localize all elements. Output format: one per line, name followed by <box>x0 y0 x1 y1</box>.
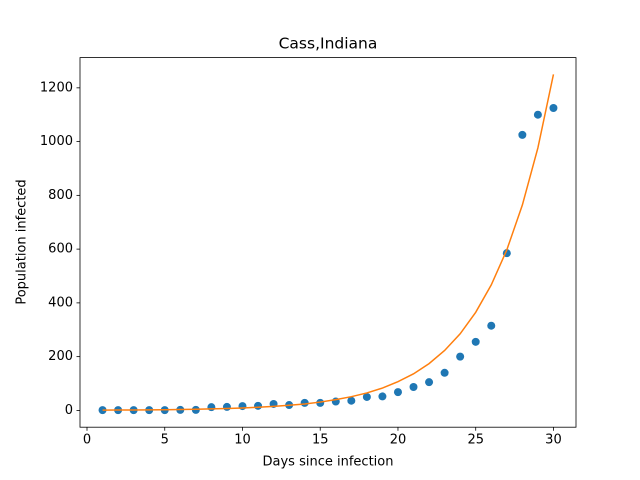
scatter-point <box>533 110 542 119</box>
x-tick-label: 10 <box>234 433 251 448</box>
scatter-point <box>440 368 449 377</box>
scatter-point <box>549 104 558 112</box>
axes-frame <box>79 57 577 428</box>
x-tick-label: 15 <box>312 433 329 448</box>
y-axis-label: Population infected <box>15 179 30 304</box>
scatter-point <box>409 383 418 392</box>
scatter-point <box>347 396 356 405</box>
x-tick-label: 5 <box>161 433 169 448</box>
scatter-point <box>378 392 387 401</box>
y-tick-label: 200 <box>48 349 73 364</box>
y-tick-label: 0 <box>65 403 73 418</box>
x-tick-label: 0 <box>83 433 91 448</box>
chart-title: Cass,Indiana <box>279 35 378 53</box>
scatter-point <box>316 398 325 407</box>
scatter-point <box>238 402 247 411</box>
scatter-point <box>362 392 371 401</box>
scatter-point <box>425 378 434 387</box>
scatter-point <box>456 352 465 361</box>
x-axis-label: Days since infection <box>263 455 394 470</box>
y-tick-label: 800 <box>48 188 73 203</box>
fit-line <box>102 74 555 411</box>
y-tick-label: 1200 <box>40 80 73 95</box>
scatter-point <box>518 130 527 139</box>
scatter-point <box>393 388 402 397</box>
x-tick-label: 25 <box>467 433 484 448</box>
scatter-point <box>222 402 231 411</box>
scatter-point <box>471 337 480 346</box>
x-tick-label: 20 <box>390 433 407 448</box>
scatter-point <box>254 401 263 410</box>
y-tick-label: 400 <box>48 295 73 310</box>
scatter-point <box>207 403 216 412</box>
y-tick-label: 600 <box>48 242 73 257</box>
scatter-point <box>487 321 496 330</box>
x-tick-label: 30 <box>545 433 562 448</box>
y-tick-label: 1000 <box>40 134 73 149</box>
